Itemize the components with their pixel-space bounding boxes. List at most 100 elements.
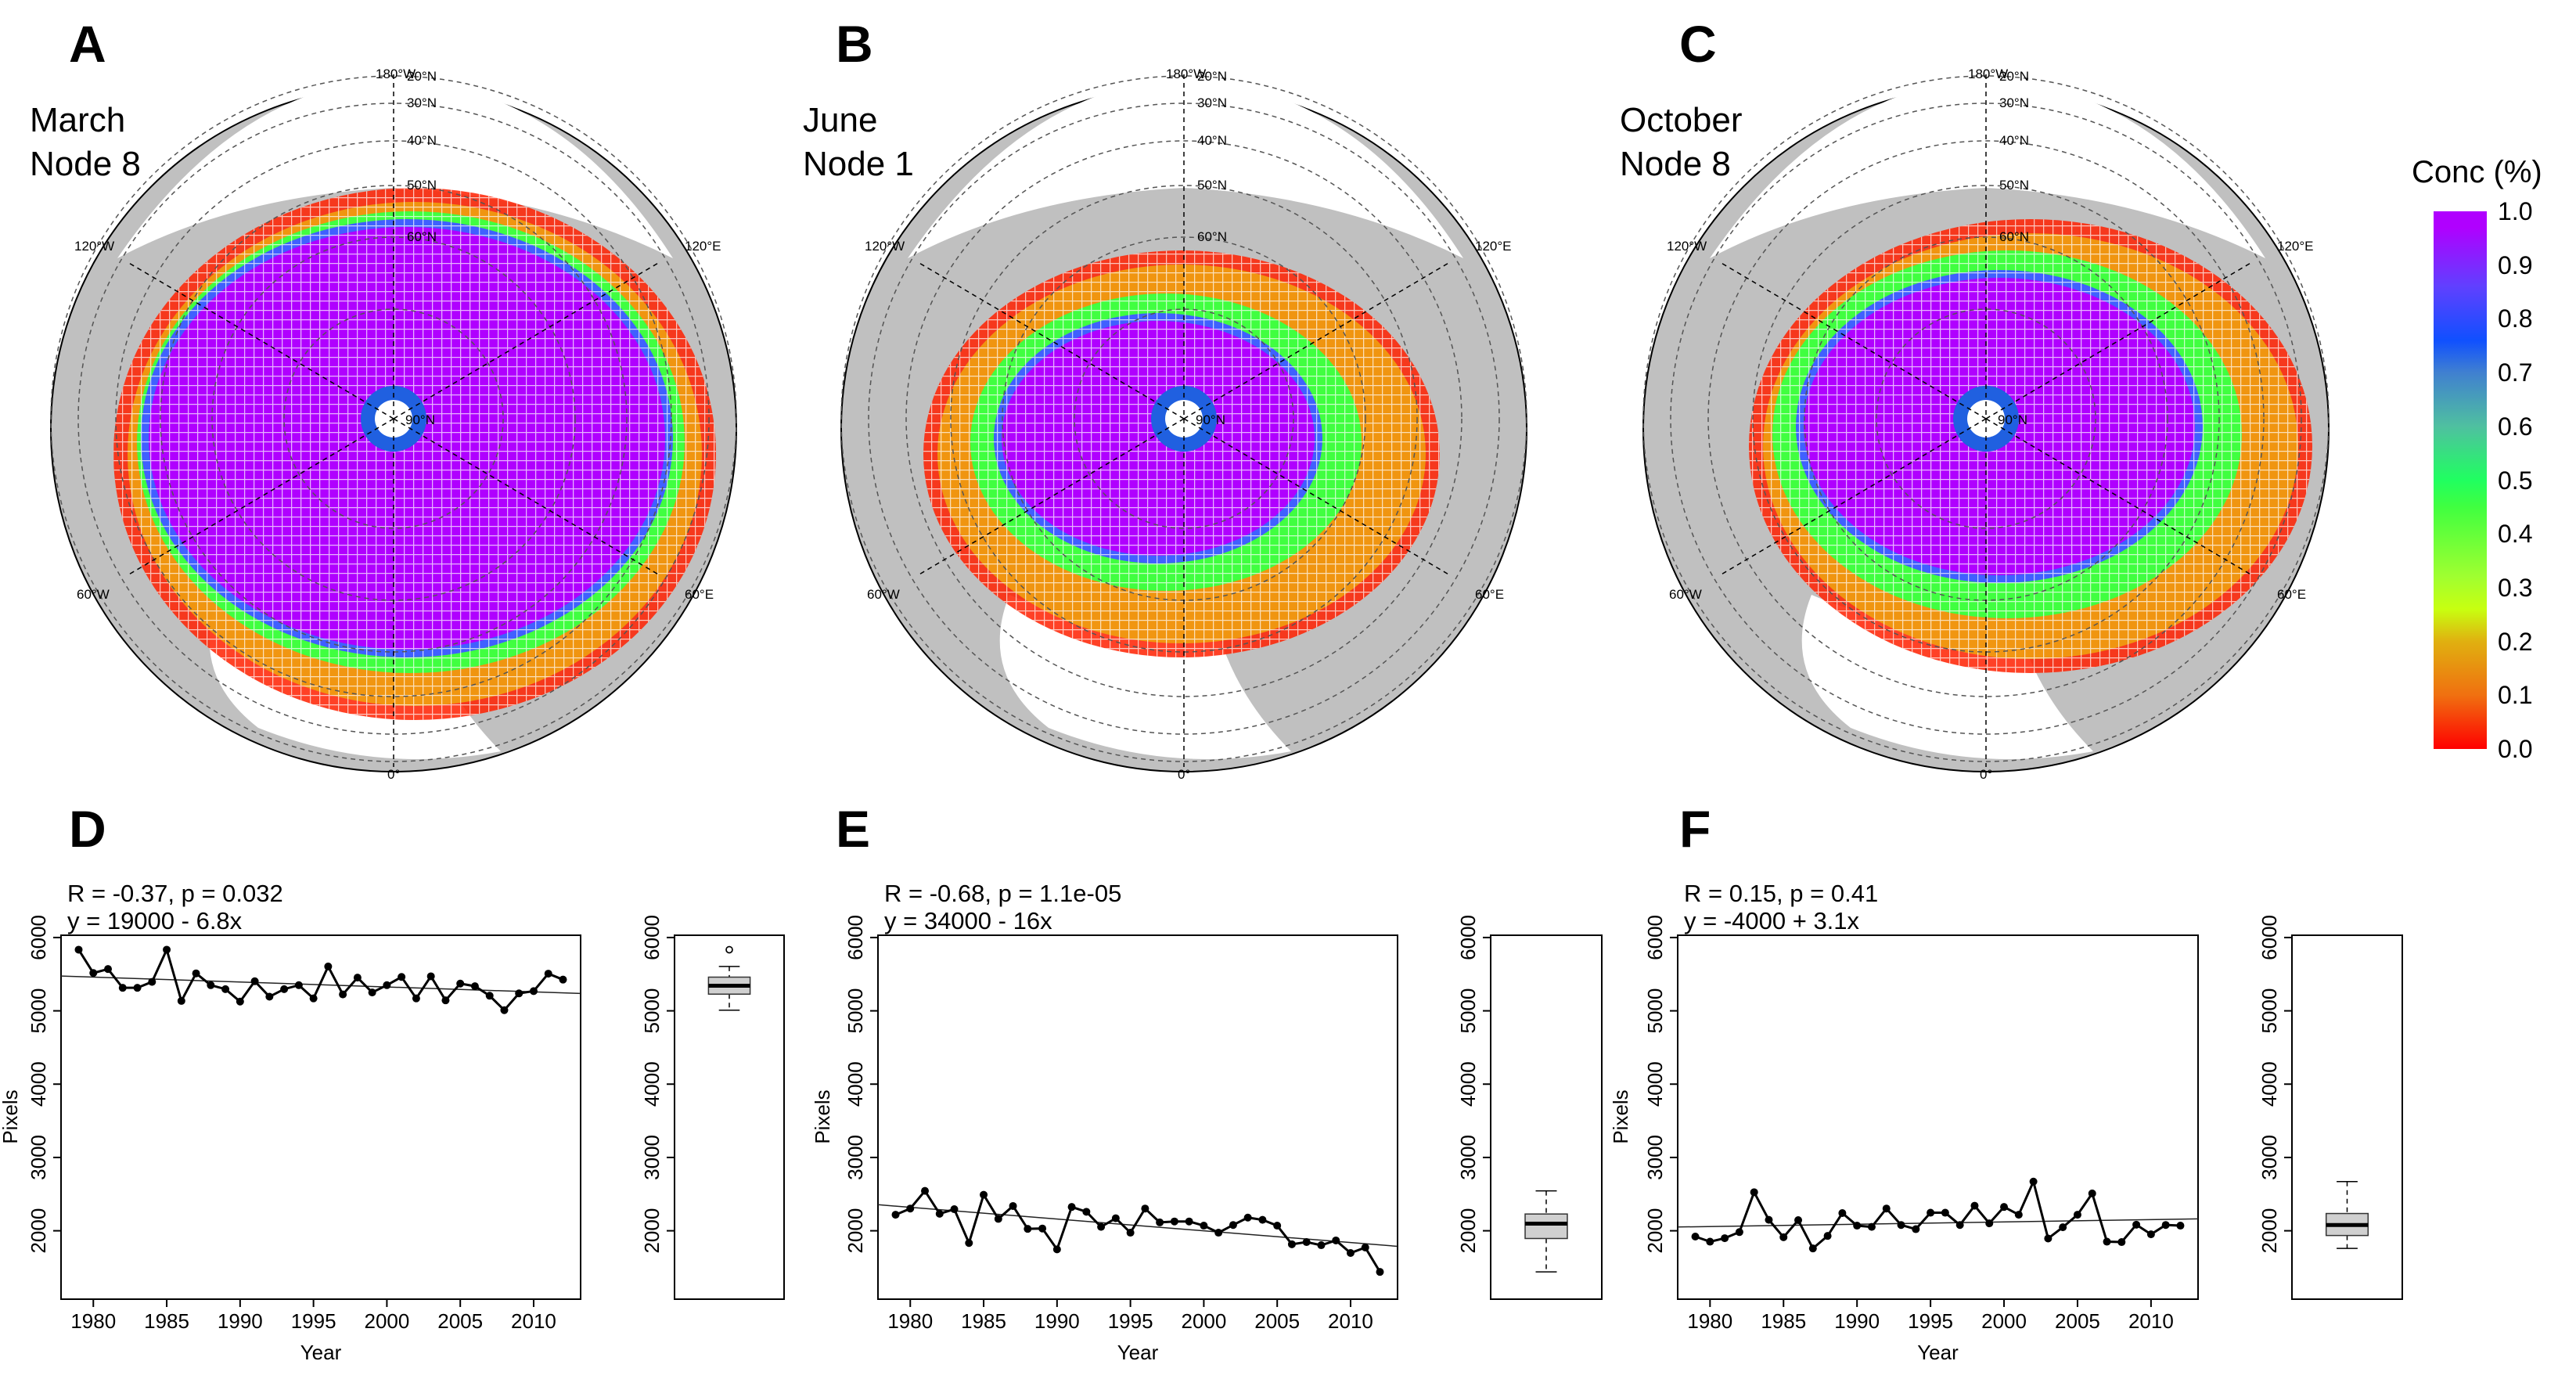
y-tick-label: 5000 [844,988,867,1034]
y-tick-label: 4000 [1643,1061,1667,1107]
data-point [1346,1248,1355,1257]
colorbar-tick-label: 0.8 [2498,304,2533,333]
colorbar-tick-label: 0.2 [2498,627,2533,656]
data-point [1067,1203,1076,1212]
y-tick-label: 2000 [1643,1208,1667,1254]
data-point [559,975,567,984]
box-y-tick-label: 3000 [2258,1135,2281,1180]
data-point [994,1215,1002,1223]
data-point [1750,1188,1758,1197]
x-tick-label: 2010 [511,1309,556,1333]
grid-overlay [113,188,716,720]
grid-overlay [923,250,1440,657]
data-point [1721,1234,1729,1243]
y-tick-label: 5000 [27,988,50,1034]
annotation-correlation: R = -0.68, p = 1.1e-05 [884,880,1121,907]
map-label-lon-120w: 120°W [1667,239,1707,254]
data-point [2029,1177,2038,1186]
data-point [2088,1189,2096,1197]
latitude-circle [840,75,1527,762]
data-point [104,965,113,974]
x-tick-label: 1990 [1834,1309,1880,1333]
data-point [1170,1217,1178,1226]
panel-letter-b: B [836,15,873,73]
map-label-lon-60e: 60°E [1475,587,1504,602]
colorbar-tick-label: 0.5 [2498,466,2533,495]
data-point [921,1186,930,1195]
map-c-node: Node 8 [1620,145,1731,183]
y-tick-label: 4000 [844,1061,867,1107]
data-point [1867,1222,1876,1231]
data-point [236,997,244,1006]
colorbar-tick-label: 0.4 [2498,520,2533,549]
data-point [441,996,450,1005]
x-tick-label: 2005 [1254,1309,1300,1333]
map-c-month: October [1620,101,1743,139]
data-point [1706,1237,1714,1246]
data-point [1808,1244,1817,1253]
panel-letter: F [1679,800,1711,858]
data-point [383,981,391,989]
map-label-lon-60w: 60°W [77,587,110,602]
data-point [1243,1213,1252,1222]
y-tick-label: 2000 [844,1208,867,1254]
colorbar-tick-label: 1.0 [2498,197,2533,225]
data-point [339,990,347,999]
pacific-ocean [117,78,673,258]
data-point [309,994,318,1003]
map-label-lat-50: 50°N [1197,178,1227,193]
map-a-node: Node 8 [30,145,141,183]
map-a-caption: March Node 8 [30,99,141,186]
x-tick-label: 1985 [144,1309,189,1333]
x-tick-label: 1980 [1687,1309,1732,1333]
y-tick-label: 5000 [1643,988,1667,1034]
y-tick-label: 3000 [844,1135,867,1180]
data-point [1735,1228,1743,1237]
box-y-tick-label: 6000 [2258,915,2281,960]
x-tick-label: 2010 [2128,1309,2174,1333]
latitude-circle [115,140,672,697]
data-point [485,992,494,1000]
data-point [1912,1225,1920,1233]
colorbar-tick-label: 0.3 [2498,573,2533,602]
latitude-circle [50,75,737,762]
chart-f: F R = 0.15, p = 0.41y = -4000 + 3.1x 1980 1… [1609,800,2403,1364]
map-label-lat-20: 20°N [1999,69,2029,84]
data-point [2146,1230,2155,1239]
map-label-lat-30: 30°N [407,95,437,110]
map-label-lat-90: 90°N [1196,412,1225,427]
y-tick-label: 6000 [1643,915,1667,960]
data-point [192,969,200,978]
data-point [529,987,538,996]
data-point [426,972,435,981]
latitude-circle [905,140,1462,697]
data-point [456,979,465,988]
data-point [207,981,215,989]
map-label-lon-120e: 120°E [2277,239,2314,254]
x-tick-label: 1980 [70,1309,116,1333]
data-point [1941,1208,1949,1217]
data-point [1779,1233,1788,1241]
data-point [1970,1201,1979,1210]
data-point [891,1211,900,1219]
panel-letter-c: C [1679,15,1717,73]
map-label-lon-180: 180°W [1968,67,2008,81]
x-tick-label: 2000 [1181,1309,1226,1333]
map-label-lat-90: 90°N [405,412,435,427]
latitude-circle [1642,75,2330,762]
data-point [2132,1220,2141,1229]
x-tick-label: 1990 [218,1309,263,1333]
annotation-correlation: R = -0.37, p = 0.032 [67,880,283,907]
boxplot-frame [2291,934,2403,1300]
panel-letter: E [836,800,870,858]
data-point [412,994,420,1003]
box-y-tick-label: 5000 [640,988,664,1034]
box-y-tick-label: 4000 [1456,1061,1480,1107]
map-label-lat-30: 30°N [1999,95,2029,110]
data-point [906,1204,915,1213]
annotation-equation: y = 19000 - 6.8x [67,907,243,934]
x-tick-label: 2005 [437,1309,483,1333]
latitude-circle [1707,140,2265,697]
data-point [1097,1222,1106,1231]
map-label-lon-60w: 60°W [1669,587,1702,602]
